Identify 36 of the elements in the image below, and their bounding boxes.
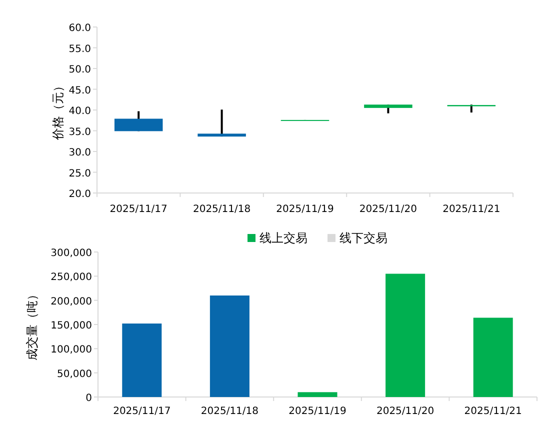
x-tick-label: 2025/11/21 [464,406,522,417]
y-tick-label: 300,000 [50,248,92,259]
bar [298,392,338,397]
y-tick-label: 200,000 [50,296,92,308]
y-tick-label: 55.0 [68,44,91,55]
bar [210,296,250,397]
y-tick-label: 100,000 [50,344,92,356]
bar [473,318,513,397]
y-tick-label: 250,000 [50,272,92,284]
x-tick-label: 2025/11/17 [113,406,171,417]
x-tick-label: 2025/11/20 [376,406,434,417]
x-tick-label: 2025/11/19 [276,204,334,215]
y-tick-label: 45.0 [68,85,91,96]
x-tick-label: 2025/11/20 [359,204,418,215]
y-tick-label: 60.0 [68,23,91,34]
y-axis-title: 价格（元） [51,80,65,141]
y-tick-label: 30.0 [68,148,91,158]
y-tick-label: 40.0 [68,106,91,117]
y-tick-label: 25.0 [68,168,91,180]
candlestick [198,108,246,138]
y-tick-label: 150,000 [50,320,92,332]
y-tick-label: 20.0 [68,189,91,200]
x-tick-label: 2025/11/18 [192,204,251,215]
legend-label: 线上交易 [260,231,308,245]
x-tick-label: 2025/11/19 [288,406,346,417]
y-tick-label: 35.0 [68,126,91,138]
x-tick-label: 2025/11/21 [442,204,500,215]
bar [122,324,162,397]
x-tick-label: 2025/11/17 [110,204,168,215]
y-axis-title: 成交量（吨） [25,288,39,360]
legend-label: 线下交易 [340,231,388,245]
y-tick-label: 50.0 [68,64,91,76]
y-tick-label: 0 [86,393,92,404]
bar [386,274,426,397]
y-tick-label: 50,000 [57,368,92,380]
x-tick-label: 2025/11/18 [200,406,259,417]
